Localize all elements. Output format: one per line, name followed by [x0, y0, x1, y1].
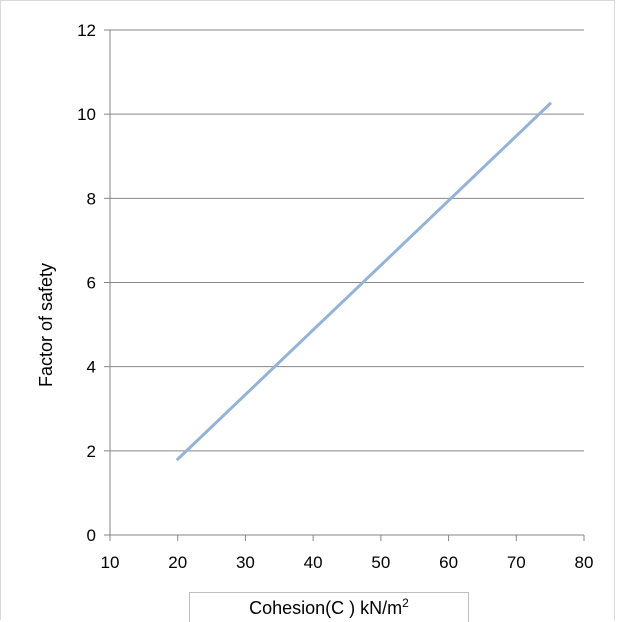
x-axis-title-superscript: 2 — [402, 596, 409, 610]
x-tick-label-40: 40 — [304, 553, 323, 572]
y-tick-label-4: 4 — [87, 358, 96, 377]
x-tick-label-80: 80 — [575, 553, 594, 572]
tick-labels: 0 2 4 6 8 10 12 10 20 30 40 50 60 70 80 — [77, 21, 593, 572]
y-tick-label-2: 2 — [87, 442, 96, 461]
x-tick-label-50: 50 — [371, 553, 390, 572]
series-lines — [176, 102, 552, 461]
y-tick-label-10: 10 — [77, 105, 96, 124]
x-axis-title-box: Cohesion(C ) kN/m2 — [189, 592, 469, 622]
x-tick-label-10: 10 — [101, 553, 120, 572]
x-axis-title-text: Cohesion(C ) kN/m — [249, 598, 403, 618]
grid-lines — [110, 29, 584, 452]
y-tick-label-8: 8 — [87, 189, 96, 208]
x-tick-label-70: 70 — [507, 553, 526, 572]
x-axis-title: Cohesion(C ) kN/m2 — [190, 596, 468, 619]
x-tick-label-30: 30 — [236, 553, 255, 572]
y-axis-title: Factor of safety — [36, 263, 56, 387]
x-tick-label-60: 60 — [439, 553, 458, 572]
y-tick-label-6: 6 — [87, 274, 96, 293]
series-line-1 — [176, 102, 552, 461]
y-tick-label-0: 0 — [87, 526, 96, 545]
x-tick-label-20: 20 — [168, 553, 187, 572]
axes — [104, 29, 585, 541]
y-tick-label-12: 12 — [77, 21, 96, 40]
